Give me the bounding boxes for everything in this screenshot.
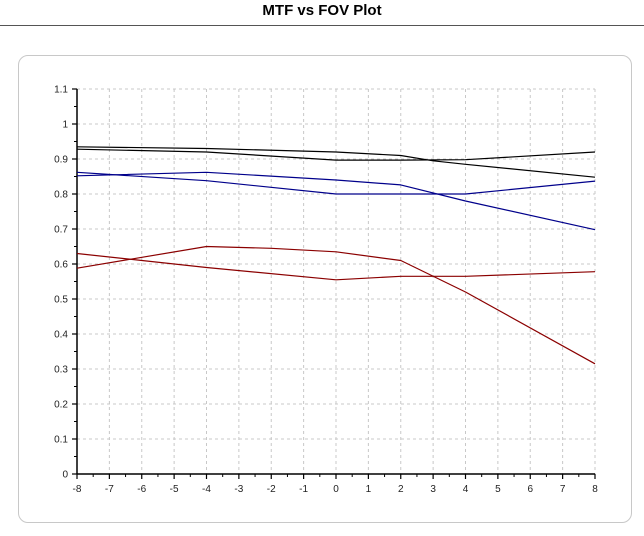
series-line-3 — [76, 171, 596, 195]
y-tick-label: 0.5 — [54, 295, 68, 306]
tick-labels-layer: 0 0.1 0.2 0.3 0.4 0.5 0.6 0.7 0.8 0.9 1 1.1 -8 -7 -6 -5… — [54, 85, 598, 496]
series-line-4 — [76, 171, 596, 231]
y-tick-label: 0.3 — [54, 365, 68, 376]
y-tick-label: 0.6 — [54, 260, 68, 271]
y-tick-label: 0.4 — [54, 330, 68, 341]
series-line-1 — [76, 146, 596, 178]
x-tick-label: 4 — [463, 484, 469, 495]
y-tick-label: 0.1 — [54, 435, 68, 446]
x-tick-label: 2 — [398, 484, 404, 495]
x-tick-label: -2 — [267, 484, 276, 495]
x-tick-label: -4 — [202, 484, 211, 495]
window-title: MTF vs FOV Plot — [262, 2, 382, 19]
x-tick-label: 7 — [560, 484, 566, 495]
x-tick-label: 1 — [366, 484, 372, 495]
series-line-5 — [76, 252, 596, 281]
axes-layer — [72, 88, 596, 479]
grid-layer — [76, 88, 596, 475]
y-tick-label: 0.7 — [54, 225, 68, 236]
x-tick-label: -5 — [170, 484, 179, 495]
plot-panel — [18, 55, 632, 523]
y-tick-label: 0.9 — [54, 155, 68, 166]
x-tick-label: 5 — [495, 484, 501, 495]
x-tick-label: -8 — [73, 484, 82, 495]
title-divider — [0, 25, 644, 26]
y-tick-label: 1 — [62, 120, 68, 131]
y-tick-label: 0 — [62, 470, 68, 481]
x-tick-label: -1 — [299, 484, 308, 495]
x-tick-label: 0 — [333, 484, 339, 495]
x-tick-label: 3 — [430, 484, 436, 495]
x-tick-label: -3 — [234, 484, 243, 495]
series-line-6 — [76, 245, 596, 365]
y-tick-label: 1.1 — [54, 85, 68, 96]
x-tick-label: -7 — [105, 484, 114, 495]
series-layer — [76, 146, 596, 365]
x-tick-label: -6 — [137, 484, 146, 495]
x-tick-label: 6 — [527, 484, 533, 495]
x-tick-label: 8 — [592, 484, 598, 495]
series-line-2 — [76, 148, 596, 161]
y-tick-label: 0.8 — [54, 190, 68, 201]
y-tick-label: 0.2 — [54, 400, 68, 411]
